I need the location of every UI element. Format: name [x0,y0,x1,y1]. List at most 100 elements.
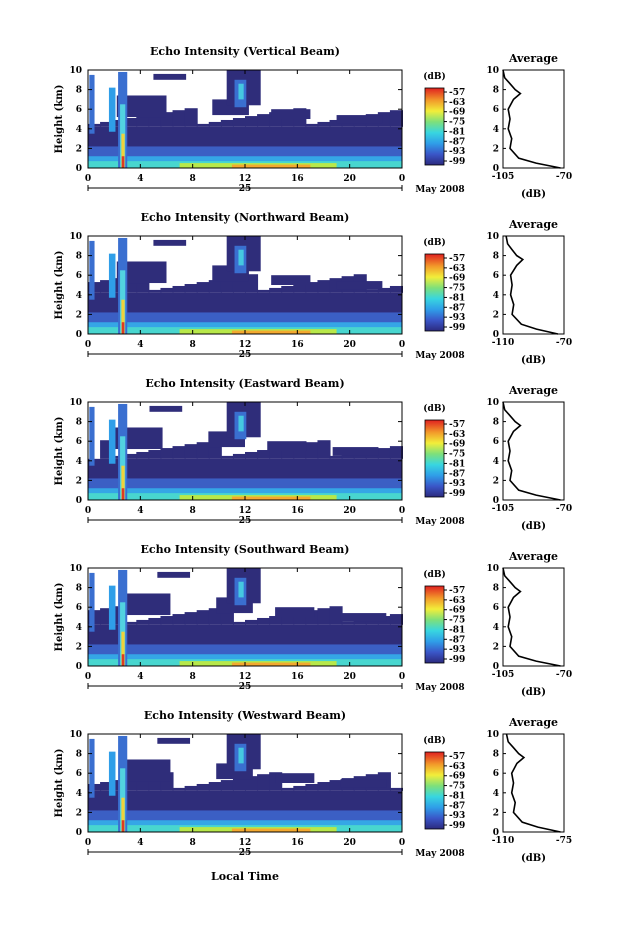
panel1-heatmap-column [108,87,116,132]
panel5-profile-ytick-label: 0 [493,828,499,838]
panel3-profile-ytick-label: 6 [493,437,499,447]
panel4-xtick-label: 20 [343,672,356,682]
panel2-heatmap-cell [160,287,174,293]
panel2-heatmap-rainshaft [121,299,125,334]
panel2-title: Echo Intensity (Northward Beam) [141,211,350,224]
panel4-profile-ytick-label: 0 [493,662,499,672]
panel2-profile-xlabel: (dB) [521,355,546,366]
panel1-colorbar-label: -63 [449,98,465,108]
panel1-heatmap-band [231,164,311,168]
panel5-profile-xtick-label: -110 [492,836,515,846]
panel4-colorbar-label: -63 [449,596,465,606]
panel5-heatmap-cell [220,780,234,791]
panel2-colorbar-label: -93 [449,313,465,323]
panel2-xtick-label: 0 [399,340,405,350]
panel4-heatmap-cell [269,616,283,625]
panel5-day-label: 25 [239,848,252,858]
panel4-heatmap-cell [341,621,355,625]
panel2-profile-ytick-label: 0 [493,330,499,340]
panel1-heatmap-cell [317,121,331,127]
panel1-colorbar-label: -87 [449,137,465,147]
panel2-xtick-label: 12 [239,340,252,350]
panel3-profile-ytick-label: 8 [493,418,499,428]
panel1-heatmap-cell [136,116,150,127]
panel2-heatmap-cell [293,284,307,293]
panel1-xtick-label: 20 [343,174,356,184]
panel3-colorbar-label: -87 [449,469,465,479]
panel5-month-label: May 2008 [415,849,464,859]
panel3-profile-line [502,401,561,501]
panel3-heatmap-cell [341,453,355,459]
panel1-heatmap-cell [305,123,319,127]
panel3-heatmap-cell [377,448,391,459]
panel1-ytick-label: 2 [76,144,82,154]
panel5-ytick-label: 10 [69,730,82,740]
panel1-heatmap-patch [336,115,383,124]
panel4-profile-line [502,567,561,667]
panel2-heatmap-highcore [238,249,244,266]
panel3-heatmap-column [108,419,116,464]
panel5-heatmap-cell [196,783,210,791]
panel4-heatmap-highcore [238,581,244,598]
panel2-ytick-label: 8 [76,252,82,262]
panel2-heatmap-cell [377,287,391,293]
panel4-profile-xtick-label: -70 [556,670,572,680]
panel5-xtick-label: 20 [343,838,356,848]
panel2-xtick-label: 4 [137,340,143,350]
panel5-colorbar-label: -81 [449,791,465,801]
panel1-colorbar-units: (dB) [423,71,445,82]
panel4-colorbar-label: -99 [449,655,465,665]
panel5-heatmap-cell [257,774,271,791]
panel5-colorbar-label: -93 [449,811,465,821]
panel2-heatmap-band [231,330,311,334]
panel4-heatmap-patch [157,571,191,578]
panel4-heatmap-cell [317,608,331,625]
panel3-heatmap-cell [124,453,138,459]
panel5-profile-frame [502,733,565,833]
panel2-month-label: May 2008 [415,351,464,361]
panel4-ytick-label: 4 [76,623,82,633]
panel4-heatmap-cell [257,617,271,625]
panel3-heatmap-cell [305,442,319,459]
panel4-xtick-label: 0 [85,672,91,682]
panel5-heatmap-patch [157,737,191,744]
panel3-heatmap-patch [267,441,307,451]
panel4-heatmap-patch [120,593,171,616]
panel3-heatmap-cell [136,451,150,459]
panel5-colorbar-label: -99 [449,821,465,831]
panel3-profile-xtick-label: -70 [556,504,572,514]
panel1-profile-title: Average [508,52,558,65]
panel2-ytick-label: 0 [76,330,82,340]
panel3-profile-ytick-label: 4 [493,457,499,467]
panel5-heatmap-band [231,828,311,832]
panel1-ytick-label: 10 [69,66,82,76]
panel4-colorbar-label: -93 [449,645,465,655]
panel4-profile-xtick-label: -105 [492,670,515,680]
panel3-day-label: 25 [239,516,252,526]
x-axis-title: Local Time [211,870,279,883]
panel5-xtick-label: 8 [190,838,196,848]
panel2-xtick-label: 20 [343,340,356,350]
panel1-heatmap-rainshaft [121,133,125,168]
panel1-xtick-label: 16 [291,174,304,184]
panel1-profile-frame [502,69,565,169]
panel4-heatmap-cell [148,617,162,625]
panel1-xtick-label: 8 [190,174,196,184]
panel3-heatmap-cell [184,444,198,459]
panel3-profile-title: Average [508,384,558,397]
panel5-heatmap-patch [275,773,315,783]
panel3-heatmap-patch [149,405,183,412]
panel1-colorbar-label: -57 [449,88,465,98]
panel5-profile-xlabel: (dB) [521,853,546,864]
panel2-heatmap-cell [148,289,162,293]
panel1-profile-ytick-label: 8 [493,86,499,96]
panel5-heatmap-cell [124,778,138,791]
panel4-colorbar-label: -69 [449,606,465,616]
panel3-xtick-label: 0 [399,506,405,516]
panel4-profile-ytick-label: 6 [493,603,499,613]
panel3-colorbar-units: (dB) [423,403,445,414]
panel1-heatmap-cell [208,121,222,127]
panel4-heatmap-rainshaft [121,654,125,666]
panel4-xtick-label: 0 [399,672,405,682]
